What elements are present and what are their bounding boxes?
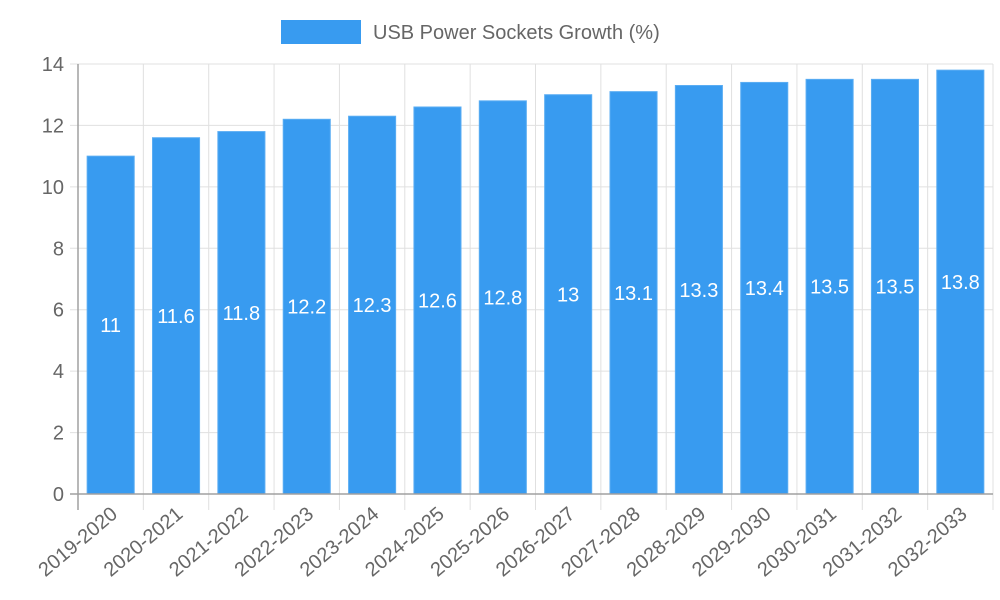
bar[interactable] (152, 137, 201, 495)
y-tick-label: 8 (53, 238, 64, 260)
y-tick-label: 0 (53, 484, 64, 506)
y-tick-label: 10 (42, 177, 64, 199)
y-axis-ticks: 0 2 4 6 8 10 12 14 (42, 54, 64, 506)
x-axis-ticks: 2019-20202020-20212021-20222022-20232023… (34, 503, 971, 581)
bar-value-label: 13 (557, 284, 579, 306)
bar[interactable] (870, 78, 919, 495)
bar-value-label: 13.3 (679, 280, 718, 302)
y-tick-label: 14 (42, 54, 64, 76)
bar-value-label: 13.5 (810, 277, 849, 299)
bar-value-label: 11.6 (157, 306, 194, 328)
bars (86, 69, 985, 495)
legend-label: USB Power Sockets Growth (%) (373, 22, 660, 44)
bar-value-label: 13.8 (941, 272, 980, 294)
y-tick-label: 4 (53, 361, 64, 383)
axes (70, 64, 993, 510)
y-tick-label: 6 (53, 300, 64, 322)
bar-value-label: 13.1 (614, 283, 653, 305)
bar-value-label: 13.5 (875, 277, 914, 299)
data-labels: 11 11.6 11.8 12.2 12.3 12.6 12.8 13 13.1 13.3 13.4… (100, 272, 979, 337)
bar[interactable] (348, 115, 397, 495)
bar[interactable] (86, 155, 135, 495)
bar[interactable] (217, 131, 266, 495)
bar[interactable] (674, 85, 723, 495)
y-tick-label: 2 (53, 423, 64, 445)
bar-value-label: 12.8 (483, 287, 522, 309)
bar[interactable] (544, 94, 593, 495)
bar-value-label: 12.3 (353, 295, 392, 317)
bar-value-label: 13.4 (745, 278, 784, 300)
bar-value-label: 11.8 (223, 303, 260, 325)
legend-swatch (281, 20, 361, 44)
bar[interactable] (413, 106, 462, 495)
legend[interactable]: USB Power Sockets Growth (%) (281, 20, 660, 44)
bar-value-label: 12.2 (287, 297, 326, 319)
bar[interactable] (740, 81, 789, 495)
bar-value-label: 12.6 (418, 291, 457, 313)
gridlines (70, 63, 994, 510)
bar-value-label: 11 (100, 315, 121, 337)
bar[interactable] (282, 118, 331, 495)
y-tick-label: 12 (42, 115, 64, 137)
bar[interactable] (609, 91, 658, 495)
bar[interactable] (805, 78, 854, 495)
bar[interactable] (478, 100, 527, 495)
